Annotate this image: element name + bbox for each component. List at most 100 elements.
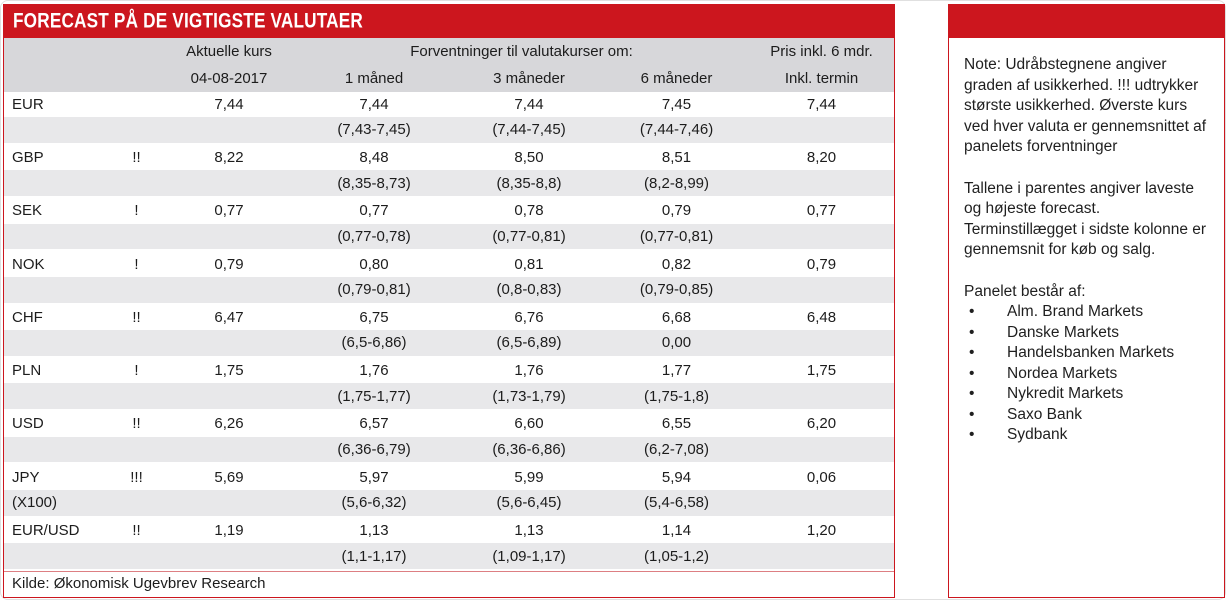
empty-cell (749, 543, 895, 571)
current-rate: 0,79 (164, 250, 294, 277)
range-3m: (0,8-0,83) (454, 276, 604, 305)
panel-member-name: Danske Markets (1007, 323, 1119, 341)
empty-cell (164, 276, 294, 305)
header-inkl-termin: Inkl. termin (749, 65, 895, 92)
price-incl-termin: 8,20 (749, 143, 895, 171)
range-1m: (1,1-1,17) (294, 543, 454, 571)
forecast-6m: 1,14 (604, 516, 750, 544)
range-6m: (8,2-8,99) (604, 170, 750, 199)
uncertainty-marks: ! (109, 356, 164, 384)
header-3-maaneder: 3 måneder (454, 65, 604, 92)
forecast-3m: 8,50 (454, 143, 604, 171)
bullet-icon: • (969, 426, 975, 443)
forecast-1m: 0,80 (294, 250, 454, 277)
range-1m: (6,5-6,86) (294, 330, 454, 358)
forecast-6m: 8,51 (604, 143, 750, 171)
forecast-6m: 6,55 (604, 410, 750, 437)
currency-sublabel (4, 223, 109, 252)
forecast-6m: 5,94 (604, 463, 750, 490)
table-row-sek: SEK! 0,77 0,77 0,78 0,79 0,77 (4, 197, 895, 224)
forecast-table-panel: FORECAST PÅ DE VIGTIGSTE VALUTAER Aktuel… (3, 4, 895, 598)
range-3m: (6,5-6,89) (454, 330, 604, 358)
range-3m: (7,44-7,45) (454, 117, 604, 145)
currency-label: JPY (4, 463, 109, 490)
bullet-icon: • (969, 323, 975, 341)
uncertainty-marks (109, 92, 164, 118)
uncertainty-marks: !! (109, 410, 164, 437)
header-pris-inkl: Pris inkl. 6 mdr. (749, 38, 895, 65)
forecast-3m: 0,78 (454, 197, 604, 224)
range-3m: (8,35-8,8) (454, 170, 604, 199)
header-aktuelle-kurs: Aktuelle kurs (164, 38, 294, 65)
forecast-1m: 0,77 (294, 197, 454, 224)
forecast-1m: 6,75 (294, 303, 454, 331)
currency-label: SEK (4, 197, 109, 224)
panel-member-item: • Saxo Bank (964, 405, 1212, 426)
range-3m: (1,73-1,79) (454, 383, 604, 412)
price-incl-termin: 1,20 (749, 516, 895, 544)
range-6m: (6,2-7,08) (604, 436, 750, 465)
forecast-6m: 0,79 (604, 197, 750, 224)
forecast-1m: 7,44 (294, 92, 454, 118)
uncertainty-marks: !! (109, 303, 164, 331)
header-1-maaned: 1 måned (294, 65, 454, 92)
empty-cell (749, 436, 895, 465)
bullet-icon: • (969, 303, 975, 320)
empty-cell (109, 543, 164, 571)
panel-member-name: Alm. Brand Markets (1007, 303, 1144, 320)
currency-label: USD (4, 410, 109, 437)
panel-member-item: • Nordea Markets (964, 364, 1212, 385)
range-6m: (0,79-0,85) (604, 276, 750, 305)
forecast-6m: 7,45 (604, 92, 750, 118)
panel-member-name: Nykredit Markets (1007, 385, 1124, 402)
table-header-row-1: Aktuelle kurs Forventninger til valutaku… (4, 38, 895, 65)
header-forventninger: Forventninger til valutakurser om: (294, 38, 750, 65)
table-row-chf: CHF!! 6,47 6,75 6,76 6,68 6,48 (4, 303, 895, 331)
range-1m: (7,43-7,45) (294, 117, 454, 145)
price-incl-termin: 7,44 (749, 92, 895, 118)
range-3m: (0,77-0,81) (454, 223, 604, 252)
forecast-1m: 5,97 (294, 463, 454, 490)
table-row-range-chf: (6,5-6,86) (6,5-6,89) 0,00 (4, 330, 895, 358)
source-note: Kilde: Økonomisk Ugevbrev Research (4, 571, 894, 596)
range-6m: 0,00 (604, 330, 750, 358)
price-incl-termin: 6,48 (749, 303, 895, 331)
price-incl-termin: 0,77 (749, 197, 895, 224)
note-panel: Note: Udråbstegnene angiver graden af us… (948, 4, 1225, 598)
range-6m: (5,4-6,58) (604, 489, 750, 518)
empty-cell (749, 489, 895, 518)
table-row-range-eur-usd: (1,1-1,17) (1,09-1,17) (1,05-1,2) (4, 543, 895, 571)
range-6m: (0,77-0,81) (604, 223, 750, 252)
range-1m: (0,79-0,81) (294, 276, 454, 305)
range-3m: (5,6-6,45) (454, 489, 604, 518)
currency-label: EUR (4, 92, 109, 118)
forecast-6m: 1,77 (604, 356, 750, 384)
table-row-range-sek: (0,77-0,78) (0,77-0,81) (0,77-0,81) (4, 223, 895, 252)
note-panel-header-strip (949, 5, 1224, 38)
header-empty (4, 38, 164, 65)
empty-cell (109, 383, 164, 412)
forecast-table: Aktuelle kurs Forventninger til valutaku… (4, 38, 895, 571)
range-6m: (1,75-1,8) (604, 383, 750, 412)
forecast-3m: 1,76 (454, 356, 604, 384)
empty-cell (164, 543, 294, 571)
empty-cell (109, 489, 164, 518)
range-3m: (1,09-1,17) (454, 543, 604, 571)
forecast-1m: 1,13 (294, 516, 454, 544)
forecast-3m: 5,99 (454, 463, 604, 490)
range-1m: (0,77-0,78) (294, 223, 454, 252)
table-row-range-pln: (1,75-1,77) (1,73-1,79) (1,75-1,8) (4, 383, 895, 412)
range-1m: (6,36-6,79) (294, 436, 454, 465)
panel-member-item: • Handelsbanken Markets (964, 343, 1212, 364)
empty-cell (164, 170, 294, 199)
uncertainty-marks: !! (109, 143, 164, 171)
table-row-range-jpy: (X100) (5,6-6,32) (5,6-6,45) (5,4-6,58) (4, 489, 895, 518)
currency-sublabel (4, 543, 109, 571)
panel-member-name: Nordea Markets (1007, 364, 1118, 382)
forecast-6m: 0,82 (604, 250, 750, 277)
currency-sublabel (4, 436, 109, 465)
empty-cell (749, 117, 895, 145)
panel-members-title: Panelet består af: (964, 282, 1086, 300)
uncertainty-marks: !!! (109, 463, 164, 490)
empty-cell (164, 330, 294, 358)
